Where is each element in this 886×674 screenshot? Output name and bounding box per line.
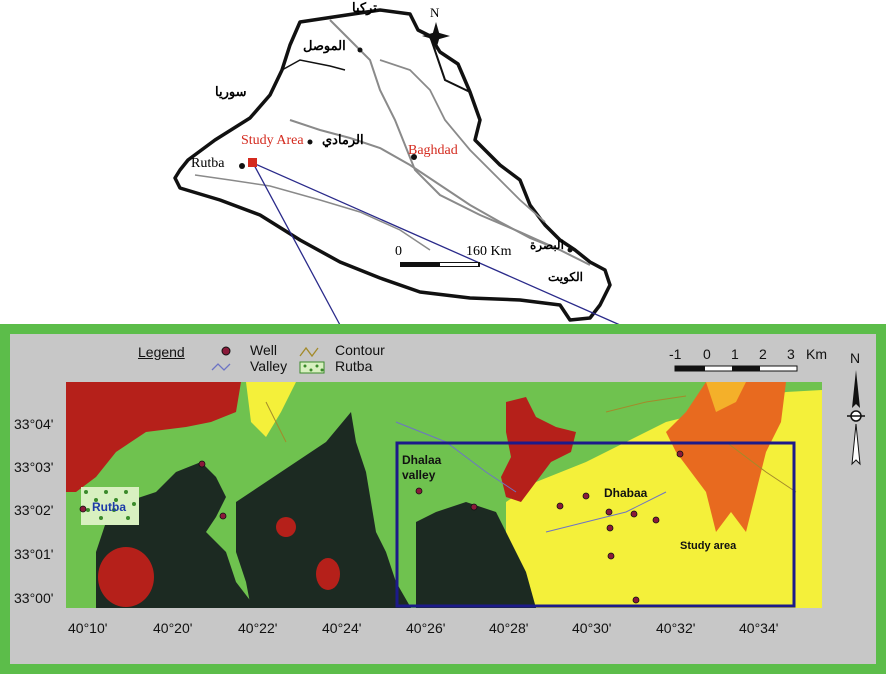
lon-label-4010: 40°10' xyxy=(68,620,108,636)
legend-well-icon xyxy=(221,346,231,356)
arabic-label-mosul: الموصل xyxy=(303,38,346,53)
well-marker xyxy=(415,487,423,495)
scale-unit: Km xyxy=(806,346,827,362)
well-marker xyxy=(606,524,614,532)
scale-tick-1: 1 xyxy=(731,346,739,362)
legend-contour-label: Contour xyxy=(335,342,385,358)
dark-zone-central xyxy=(236,412,411,608)
lon-label-4024: 40°24' xyxy=(322,620,362,636)
lat-label-3302: 33°02' xyxy=(14,502,54,518)
tigris-river xyxy=(329,19,591,266)
dark-zone-east xyxy=(416,502,536,608)
lon-label-4022: 40°22' xyxy=(238,620,278,636)
place-dhalaa-valley: Dhalaa valley xyxy=(402,453,442,482)
scale-start-label: 0 xyxy=(395,244,402,259)
arabic-label-ramadi: الرمادي xyxy=(322,132,364,147)
legend-contour-icon xyxy=(299,346,319,358)
well-marker xyxy=(605,508,613,516)
scale-end-label: 160 Km xyxy=(466,244,512,259)
north-label: N xyxy=(430,5,440,20)
study-area-label: Study Area xyxy=(241,133,304,148)
baghdad-label: Baghdad xyxy=(408,143,458,158)
lon-label-4030: 40°30' xyxy=(572,620,612,636)
lon-label-4034: 40°34' xyxy=(739,620,779,636)
legend-valley-icon xyxy=(211,363,231,371)
study-area-marker xyxy=(248,158,257,167)
study-area-geologic-map xyxy=(66,382,822,608)
wells xyxy=(79,450,684,604)
lat-label-3301: 33°01' xyxy=(14,546,54,562)
scale-tick-2: 2 xyxy=(759,346,767,362)
red-zone-central xyxy=(501,397,576,502)
rutba-dot xyxy=(239,163,245,169)
arabic-label-turkey: تركيا xyxy=(352,0,377,15)
legend-symbols xyxy=(211,346,325,374)
euphrates-river xyxy=(289,119,561,251)
lat-label-3303: 33°03' xyxy=(14,459,54,475)
well-marker xyxy=(607,552,615,560)
well-marker xyxy=(219,512,227,520)
arabic-label-syria: سوريا xyxy=(215,84,247,99)
well-marker xyxy=(632,596,640,604)
scale-tick-3: 3 xyxy=(787,346,795,362)
rutba-label: Rutba xyxy=(191,156,225,171)
legend-rutba-label: Rutba xyxy=(335,358,373,374)
orange-zone xyxy=(666,382,786,532)
iraq-overview-map xyxy=(173,8,621,326)
well-marker xyxy=(470,503,478,511)
lat-label-3300: 33°00' xyxy=(14,590,54,606)
place-dhabaa: Dhabaa xyxy=(604,486,648,500)
well-marker xyxy=(556,502,564,510)
arabic-label-kuwait: الكويت xyxy=(548,270,583,284)
north-arrow-icon xyxy=(422,22,450,50)
baghdad-dot xyxy=(411,154,417,160)
lat-label-3304: 33°04' xyxy=(14,416,54,432)
well-marker xyxy=(652,516,660,524)
place-study-area: Study area xyxy=(680,540,737,552)
well-marker xyxy=(676,450,684,458)
well-marker xyxy=(79,505,87,513)
detail-north-arrow-icon xyxy=(847,370,865,466)
detail-north-label: N xyxy=(850,350,861,366)
well-marker xyxy=(582,492,590,500)
arabic-label-basra: البصرة xyxy=(530,238,564,252)
lon-label-4020: 40°20' xyxy=(153,620,193,636)
well-marker xyxy=(630,510,638,518)
detail-scale-bar xyxy=(674,365,798,372)
scale-tick-m1: -1 xyxy=(669,346,682,362)
legend-rutba-icon xyxy=(299,361,325,374)
scale-tick-0: 0 xyxy=(703,346,711,362)
legend-title: Legend xyxy=(138,344,185,360)
study-area-box xyxy=(395,441,796,608)
lon-label-4026: 40°26' xyxy=(406,620,446,636)
legend-well-label: Well xyxy=(250,342,277,358)
red-zone-northwest xyxy=(66,382,241,492)
legend-valley-label: Valley xyxy=(250,358,288,374)
place-rutba: Rutba xyxy=(92,500,126,514)
iraq-border xyxy=(173,8,612,322)
lon-label-4028: 40°28' xyxy=(489,620,529,636)
well-marker xyxy=(198,460,206,468)
lon-label-4032: 40°32' xyxy=(656,620,696,636)
